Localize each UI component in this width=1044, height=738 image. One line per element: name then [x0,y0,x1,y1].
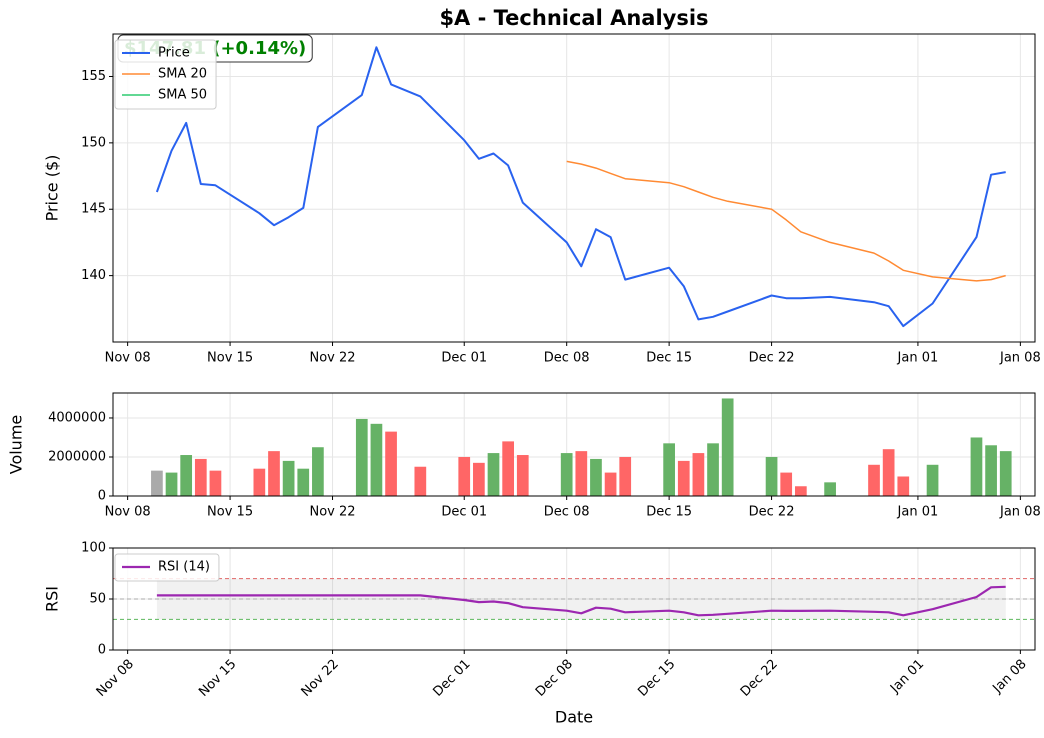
x-axis-label: Date [555,708,593,727]
x-tick-label: Dec 08 [544,351,590,366]
series-line [155,46,1006,328]
volume-bar [970,437,983,496]
legend: RSI (14) [114,553,220,582]
volume-bar [794,486,807,496]
plot-frame [112,547,1036,651]
x-tick-label: Jan 01 [897,351,939,366]
x-tick-label: Dec 08 [533,657,576,700]
plot-frame [112,33,1036,343]
y-tick-label: 145 [81,202,106,217]
x-tick-label: Dec 22 [749,351,795,366]
volume-bar [663,443,675,496]
volume-bar [253,468,266,496]
x-tick-label: Nov 15 [207,351,253,366]
volume-bar [692,453,705,496]
volume-bar [780,472,793,496]
legend-label: RSI (14) [158,560,210,575]
volume-bar [385,431,397,496]
x-tick-label: Dec 15 [646,505,692,520]
volume-bar [677,460,690,496]
x-tick-label: Jan 01 [897,505,939,520]
volume-bar [882,449,895,496]
volume-bar [355,418,368,496]
x-tick-label: Nov 08 [105,505,151,520]
volume-bar [297,468,310,496]
volume-bar [824,482,836,496]
y-tick-label: 140 [81,268,106,283]
legend-box [114,39,217,110]
volume-bar [151,470,163,496]
x-tick-label: Dec 15 [635,657,678,700]
volume-bar [721,398,734,496]
x-tick-label: Dec 01 [441,351,487,366]
volume-bar [165,472,178,496]
x-tick-label: Nov 22 [310,505,356,520]
volume-bar [516,455,529,496]
x-tick-label: Dec 08 [544,505,590,520]
x-tick-label: Jan 08 [999,505,1041,520]
volume-bar [487,453,500,496]
x-tick-label: Nov 08 [94,657,137,700]
volume-bar [180,455,193,496]
x-tick-label: Nov 22 [299,657,342,700]
volume-bar [619,456,632,496]
series-line [566,160,1006,282]
volume-bar [590,458,602,496]
y-axis-label: Volume [7,415,26,475]
volume-bar [194,458,207,496]
y-tick-label: 150 [81,135,106,150]
y-tick-label: 155 [81,69,106,84]
legend-label: Price [158,46,190,61]
y-axis-label: RSI [43,586,62,612]
volume-bar [209,470,222,496]
volume-bar [575,451,588,496]
y-tick-label: 2000000 [48,449,106,464]
x-tick-label: Jan 08 [999,351,1041,366]
volume-bar [370,423,383,496]
x-tick-label: Dec 01 [441,505,487,520]
x-tick-label: Dec 22 [738,657,781,700]
legend-label: SMA 20 [158,67,207,82]
chart-title: $A - Technical Analysis [439,6,708,30]
y-tick-label: 0 [98,489,106,504]
y-tick-label: 4000000 [48,410,106,425]
x-tick-label: Nov 15 [207,505,253,520]
volume-bar [765,456,778,496]
volume-bar [926,464,939,496]
x-tick-label: Nov 15 [196,657,239,700]
volume-bar [414,466,427,496]
y-tick-label: 100 [81,541,106,556]
x-tick-label: Nov 08 [105,351,151,366]
x-tick-label: Jan 01 [887,657,927,697]
volume-bar [707,443,719,496]
volume-bar [868,464,880,496]
volume-bar [985,445,997,496]
y-tick-label: 0 [98,643,106,658]
legend: Price SMA 20 SMA 50 [114,39,217,110]
volume-bar [458,456,471,496]
x-tick-label: Dec 22 [749,505,795,520]
plot-frame [112,392,1036,497]
volume-bar [502,441,514,496]
volume-bar [282,460,295,496]
legend-label: SMA 50 [158,88,207,103]
volume-bar [604,472,617,496]
x-tick-label: Dec 01 [431,657,474,700]
series-line [156,585,1006,617]
legend-box [114,553,220,582]
y-tick-label: 50 [89,592,106,607]
x-tick-label: Nov 22 [310,351,356,366]
volume-bar [999,451,1012,496]
volume-bar [473,462,485,496]
volume-bar [560,453,573,496]
volume-bar [312,447,324,496]
volume-bar [268,451,280,496]
x-tick-label: Jan 08 [990,657,1030,697]
y-axis-label: Price ($) [43,155,62,222]
x-tick-label: Dec 15 [646,351,692,366]
volume-bar [897,476,910,496]
